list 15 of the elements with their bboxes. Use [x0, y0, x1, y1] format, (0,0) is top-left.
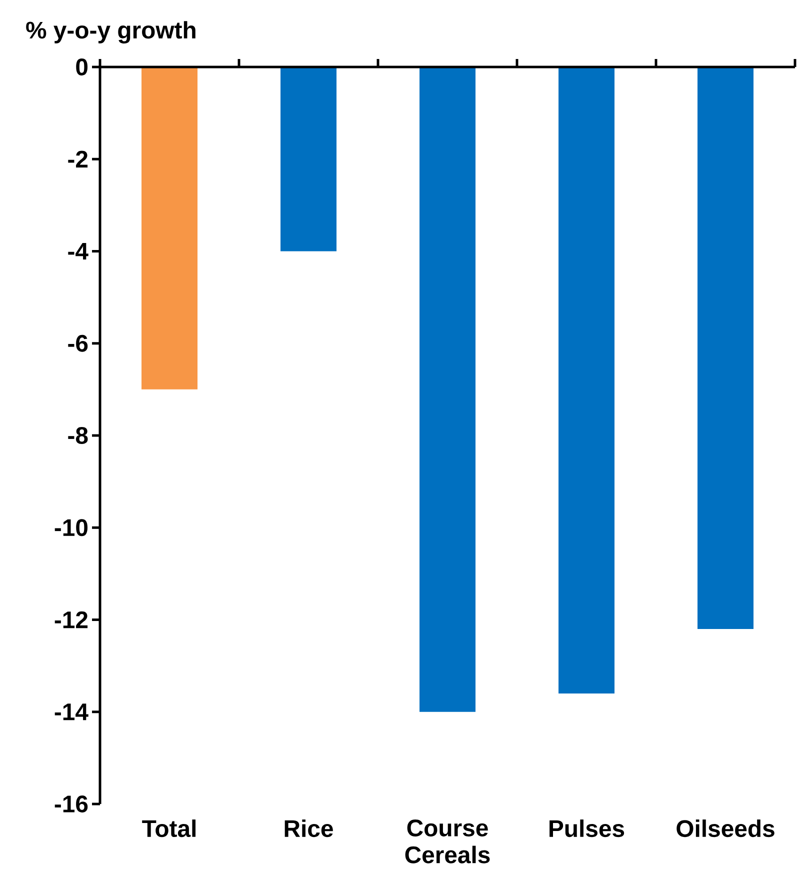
x-tick-label: Rice: [284, 820, 333, 838]
y-tick-label: -14: [54, 704, 88, 720]
x-tick-label: Oilseeds: [676, 820, 774, 838]
y-axis-title: % y-o-y growth: [26, 21, 196, 44]
x-tick-label: Pulses: [550, 820, 624, 838]
x-tick-label: Course Cereals: [405, 820, 490, 864]
y-tick-label: -4: [68, 243, 88, 260]
y-tick-label: -10: [54, 519, 88, 536]
y-tick-label: -8: [68, 427, 88, 444]
y-tick-label: 0: [76, 58, 88, 76]
y-tick-label: -16: [54, 796, 88, 812]
x-tick-label: Total: [142, 820, 196, 838]
y-tick-label: -2: [68, 150, 88, 168]
y-tick-label: -12: [54, 611, 88, 628]
y-tick-label: -6: [68, 334, 88, 352]
